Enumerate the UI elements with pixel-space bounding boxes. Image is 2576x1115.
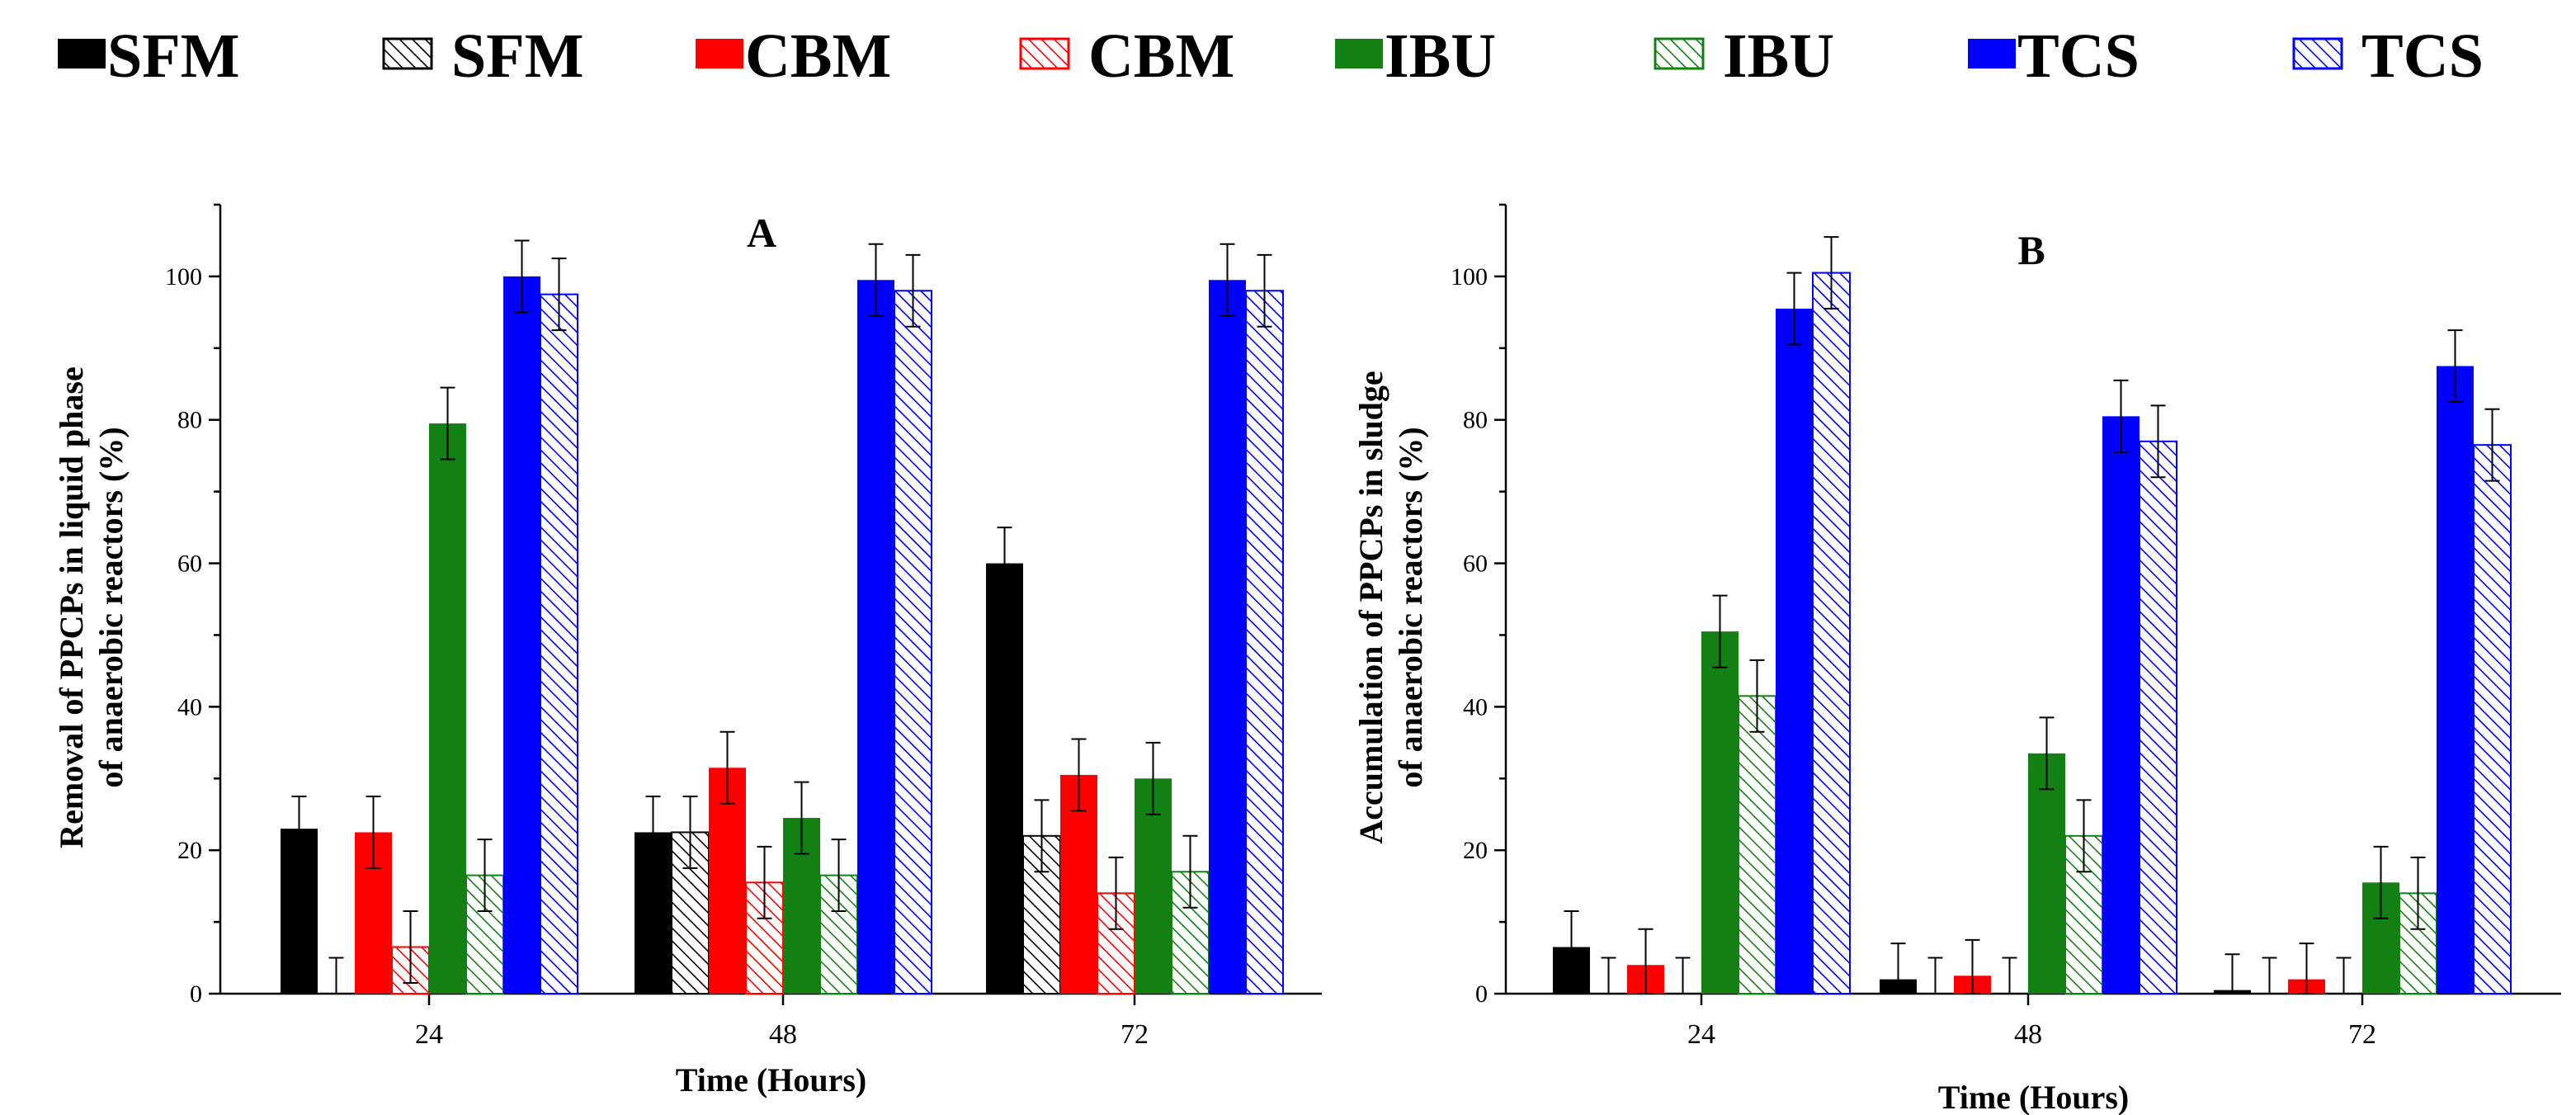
legend-item-tcs-hatched: TCS [2292, 21, 2484, 91]
y-tick-label: 20 [1463, 837, 1488, 864]
bar-tcs-hatched-72 [1245, 290, 1284, 995]
x-tick-label: 72 [1121, 1019, 1149, 1050]
panel-b-chart: 0 20 40 60 80 100 Accumulation of PPCPs in slu… [1352, 203, 2561, 1115]
legend-swatch [58, 39, 106, 69]
bar-ibu-solid-24 [429, 423, 466, 994]
legend-item-cbm-solid: CBM [696, 21, 891, 91]
panel-a-chart: 0 20 40 60 80 100 Removal of PPCPs in liquid p… [53, 203, 1322, 1098]
bar-ibu-solid-24 [1701, 631, 1739, 994]
legend-swatch [2292, 37, 2343, 70]
bar-ibu-hatched-24 [1738, 695, 1776, 995]
legend: SFM SFM CBM CBM IBU IBU TCS TCS [58, 21, 2484, 91]
bar-sfm-solid-72 [986, 563, 1023, 994]
y-tick-label: 20 [177, 837, 202, 864]
legend-item-sfm-hatched: SFM [382, 21, 583, 91]
legend-item-tcs-solid: TCS [1968, 21, 2140, 91]
bar-tcs-hatched-48 [2139, 440, 2177, 995]
legend-item-ibu-hatched: IBU [1654, 21, 1834, 91]
y-tick-label: 80 [177, 407, 202, 434]
bar-ibu-hatched-48 [819, 874, 858, 995]
legend-label: CBM [1088, 21, 1234, 91]
panel-label: A [747, 210, 776, 256]
y-axis-title-line: Removal of PPCPs in liquid phase [53, 366, 90, 848]
legend-label: TCS [2361, 21, 2484, 91]
bar-ibu-solid-48 [2028, 753, 2065, 994]
bar-tcs-hatched-48 [894, 290, 932, 995]
legend-swatch [1335, 39, 1383, 69]
legend-swatch [382, 37, 433, 70]
x-axis-title: Time (Hours) [1938, 1079, 2129, 1115]
x-tick-label: 24 [415, 1019, 443, 1050]
y-tick-label: 80 [1463, 407, 1488, 434]
bar-tcs-hatched-72 [2473, 444, 2512, 995]
legend-label: SFM [451, 21, 583, 91]
y-axis-title: Removal of PPCPs in liquid phaseof anaer… [53, 366, 130, 848]
x-tick-label: 48 [2014, 1019, 2042, 1050]
legend-swatch [696, 39, 743, 69]
y-axis-title-line: of anaerobic reactors (%) [1392, 427, 1429, 787]
legend-swatch [1968, 39, 2016, 69]
legend-swatch [1654, 37, 1705, 70]
bar-tcs-solid-24 [1776, 309, 1813, 994]
bar-tcs-hatched-24 [1812, 272, 1851, 995]
bar-tcs-solid-48 [2102, 416, 2140, 994]
y-tick-label: 40 [1463, 693, 1488, 720]
legend-item-ibu-solid: IBU [1335, 21, 1496, 91]
y-tick-label: 100 [1451, 263, 1488, 291]
y-axis-title: Accumulation of PPCPs in sludgeof anaero… [1352, 371, 1429, 843]
y-tick-label: 0 [1475, 980, 1488, 1008]
x-axis-title: Time (Hours) [676, 1061, 866, 1098]
legend-item-cbm-hatched: CBM [1019, 21, 1234, 91]
legend-swatch [1019, 37, 1070, 70]
bar-tcs-solid-24 [503, 276, 540, 995]
legend-label: TCS [2017, 21, 2140, 91]
bar-tcs-solid-72 [2437, 366, 2474, 995]
x-tick-label: 72 [2348, 1019, 2376, 1050]
legend-label: SFM [107, 21, 239, 91]
y-tick-label: 100 [165, 263, 202, 291]
x-tick-label: 24 [1687, 1019, 1715, 1050]
legend-label: IBU [1723, 21, 1834, 91]
y-tick-label: 0 [190, 980, 202, 1008]
legend-label: IBU [1385, 21, 1496, 91]
y-tick-label: 40 [177, 693, 202, 720]
x-tick-label: 48 [769, 1019, 797, 1050]
legend-item-sfm-solid: SFM [58, 21, 239, 91]
bar-tcs-solid-72 [1209, 280, 1246, 995]
bar-cbm-solid-48 [709, 768, 746, 994]
panel-label: B [2017, 227, 2045, 273]
y-tick-label: 60 [1463, 550, 1488, 578]
y-axis-title-line: of anaerobic reactors (%) [92, 427, 130, 787]
bar-tcs-solid-48 [857, 280, 894, 995]
y-tick-label: 60 [177, 550, 202, 578]
bar-tcs-hatched-24 [540, 293, 578, 995]
y-axis-title-line: Accumulation of PPCPs in sludge [1352, 371, 1389, 843]
bar-ibu-hatched-24 [465, 874, 504, 995]
legend-label: CBM [745, 21, 891, 91]
